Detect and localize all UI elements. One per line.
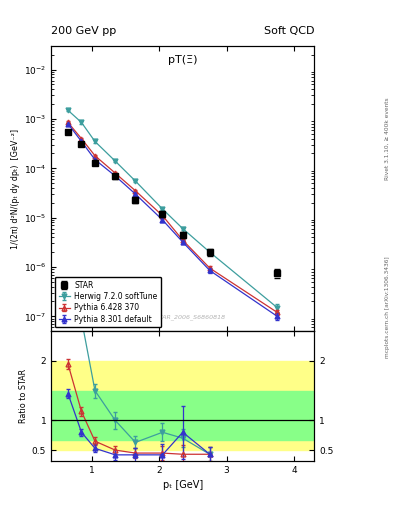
Text: Soft QCD: Soft QCD <box>264 26 314 36</box>
Text: STAR_2006_S6860818: STAR_2006_S6860818 <box>156 314 226 320</box>
Legend: STAR, Herwig 7.2.0 softTune, Pythia 6.428 370, Pythia 8.301 default: STAR, Herwig 7.2.0 softTune, Pythia 6.42… <box>55 277 161 327</box>
Y-axis label: Ratio to STAR: Ratio to STAR <box>19 369 28 423</box>
Bar <box>51 361 314 450</box>
X-axis label: pₜ [GeV]: pₜ [GeV] <box>163 480 203 490</box>
Text: pT(Ξ): pT(Ξ) <box>168 55 198 65</box>
Text: mcplots.cern.ch [arXiv:1306.3436]: mcplots.cern.ch [arXiv:1306.3436] <box>385 257 389 358</box>
Text: 200 GeV pp: 200 GeV pp <box>51 26 116 36</box>
Text: Rivet 3.1.10, ≥ 400k events: Rivet 3.1.10, ≥ 400k events <box>385 97 389 180</box>
Y-axis label: 1/(2π) d²N/(pₜ dy dpₜ)  [GeV⁻²]: 1/(2π) d²N/(pₜ dy dpₜ) [GeV⁻²] <box>11 129 20 249</box>
Bar <box>51 391 314 440</box>
